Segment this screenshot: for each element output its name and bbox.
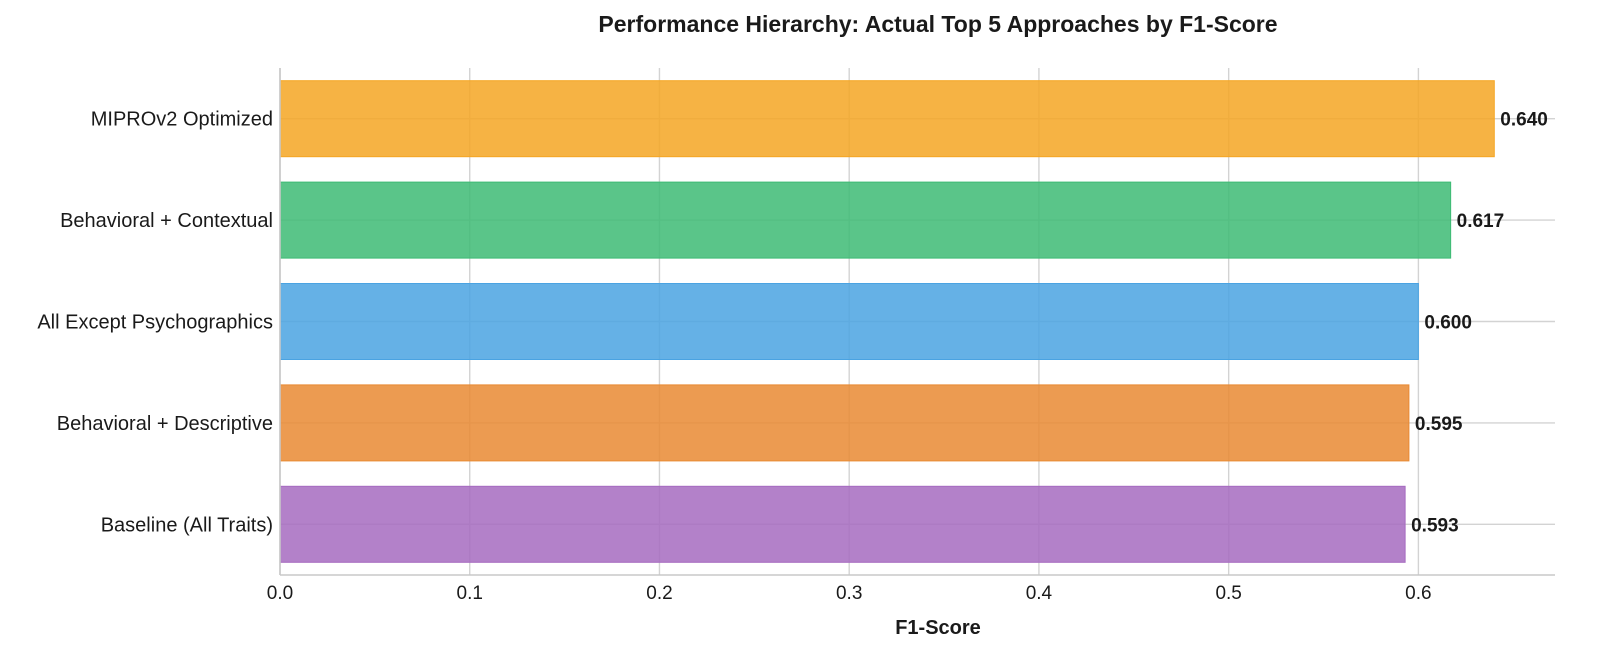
value-label: 0.640 (1500, 110, 1548, 131)
bar (279, 485, 1406, 563)
axes (279, 68, 1555, 576)
value-label: 0.617 (1457, 211, 1505, 232)
x-tick-label: 0.5 (1215, 583, 1241, 604)
bars (279, 80, 1495, 563)
bar (279, 80, 1495, 158)
value-label: 0.593 (1411, 515, 1459, 536)
x-tick-label: 0.6 (1405, 583, 1431, 604)
value-label: 0.595 (1415, 414, 1463, 435)
x-tick-label: 0.2 (646, 583, 672, 604)
labels: 0.0 0.1 0.2 0.3 0.4 0.5 0.6 MIPROv2 Optimized 0.… (37, 109, 1548, 604)
category-label: Behavioral + Descriptive (57, 413, 273, 435)
category-label: MIPROv2 Optimized (91, 109, 273, 131)
x-tick-label: 0.4 (1026, 583, 1053, 604)
bar (279, 181, 1452, 259)
chart-title: Performance Hierarchy: Actual Top 5 Appr… (598, 11, 1277, 37)
bar (279, 283, 1419, 360)
x-axis-title: F1-Score (895, 617, 981, 639)
category-label: All Except Psychographics (37, 312, 273, 334)
value-label: 0.600 (1424, 313, 1472, 334)
x-tick-label: 0.3 (836, 583, 862, 604)
x-tick-label: 0.1 (457, 583, 483, 604)
bar (279, 384, 1410, 462)
category-label: Baseline (All Traits) (101, 514, 273, 536)
category-label: Behavioral + Contextual (60, 210, 273, 232)
x-tick-label: 0.0 (267, 583, 293, 604)
